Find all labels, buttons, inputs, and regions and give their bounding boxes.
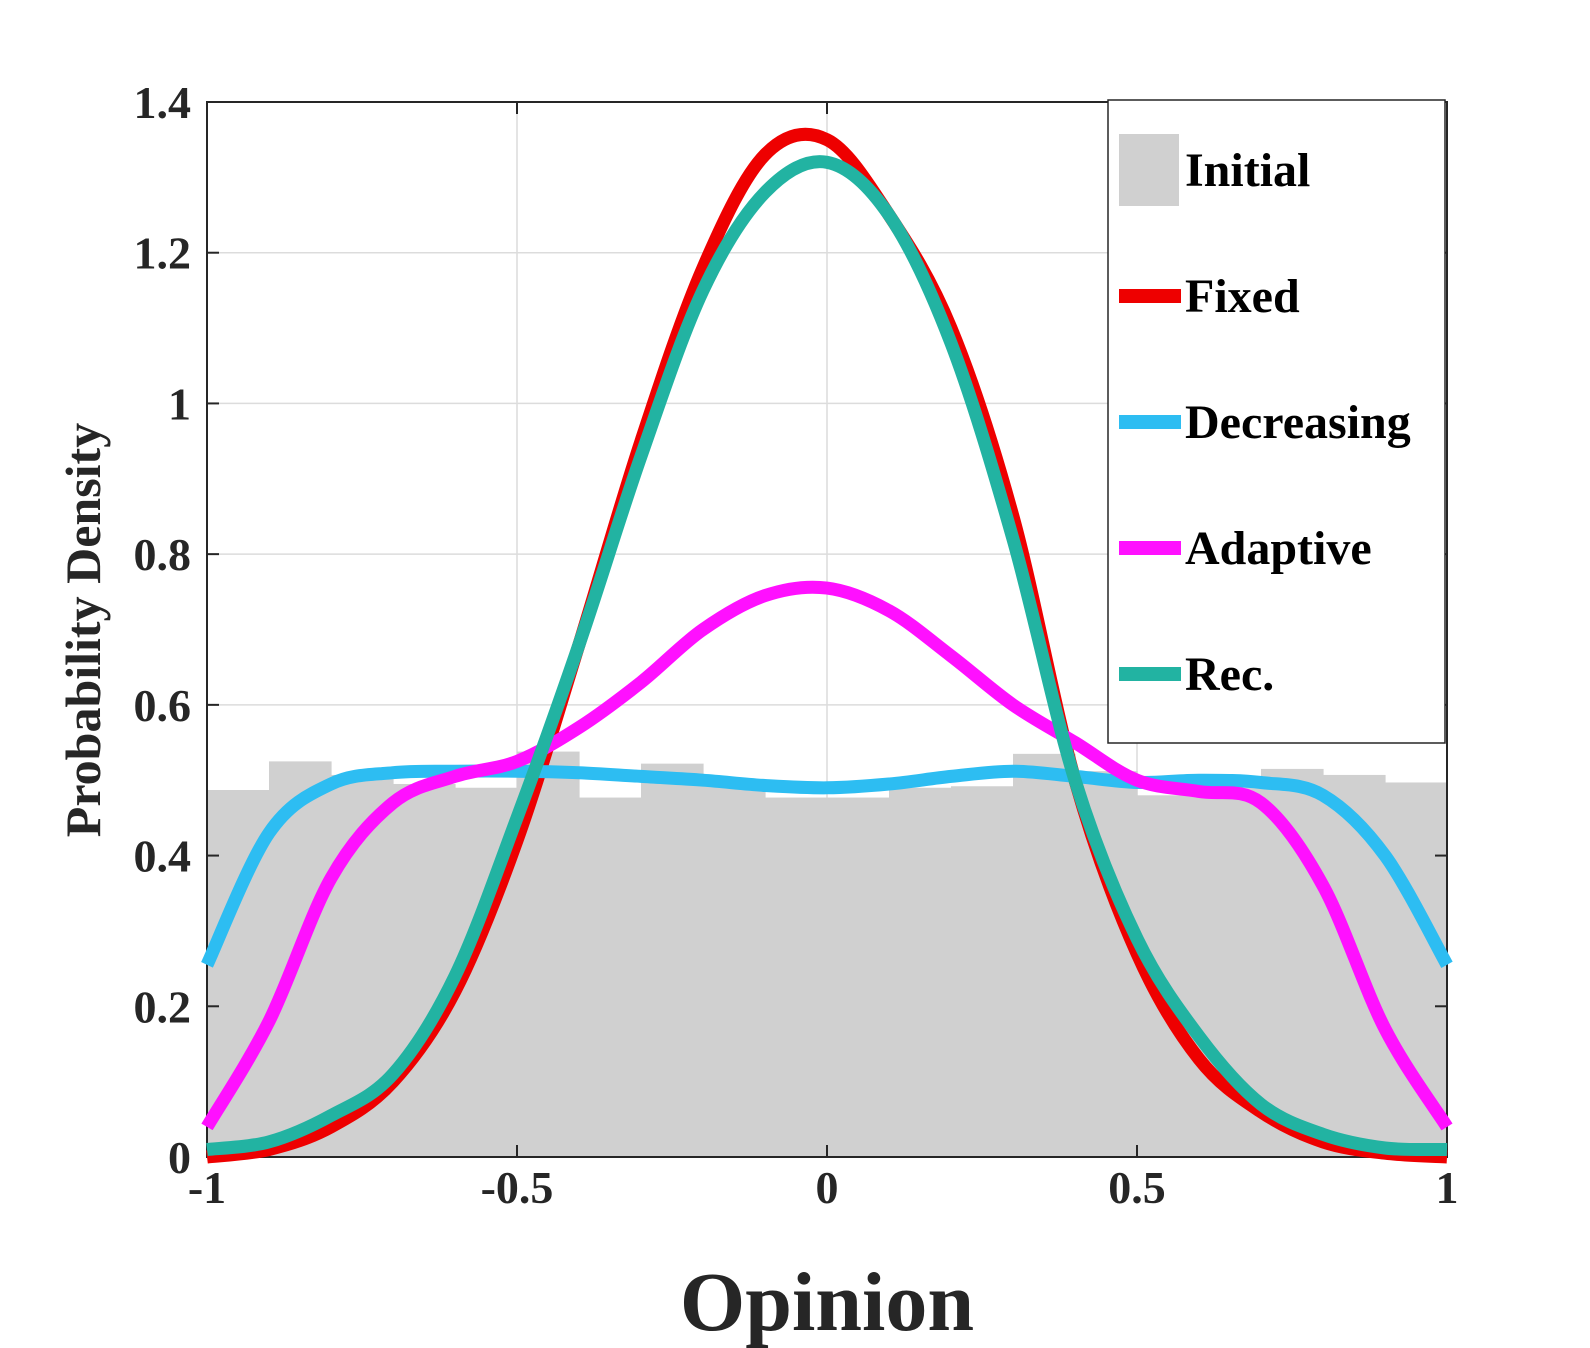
x-tick-label: -0.5: [481, 1162, 554, 1213]
series-line-adaptive: [201, 580, 1453, 1131]
y-tick-label: 0.2: [134, 981, 192, 1032]
x-tick-label: 0: [816, 1162, 839, 1213]
histogram-bar: [1013, 753, 1076, 1157]
histogram-bar: [641, 763, 704, 1157]
series-line-decreasing: [201, 764, 1453, 969]
legend-label-fixed: Fixed: [1185, 270, 1300, 323]
legend-swatch-initial: [1119, 134, 1179, 206]
y-tick-label: 0: [168, 1132, 191, 1183]
legend-label-adaptive: Adaptive: [1185, 522, 1372, 575]
x-axis-title: Opinion: [680, 1256, 974, 1348]
legend-label-initial: Initial: [1185, 144, 1310, 197]
histogram-bar: [827, 797, 890, 1157]
legend: Initial Fixed Decreasing Adaptive Rec.: [1107, 99, 1446, 744]
legend-label-rec: Rec.: [1185, 648, 1274, 701]
y-tick-label: 0.6: [134, 680, 192, 731]
y-tick-label: 0.4: [134, 831, 192, 882]
y-tick-label: 1.4: [134, 77, 192, 128]
x-tick-label: 1: [1436, 1162, 1459, 1213]
y-tick-label: 1.2: [134, 228, 192, 279]
histogram-bar: [703, 780, 766, 1157]
series-line-rec: [206, 155, 1448, 1157]
series-lines: [201, 127, 1453, 1164]
histogram-bar: [1385, 782, 1448, 1157]
histogram-bar: [951, 786, 1014, 1157]
y-tick-label: 0.8: [134, 529, 192, 580]
series-line-fixed: [206, 127, 1448, 1164]
histogram-bar: [889, 787, 952, 1157]
y-axis-title: Probability Density: [55, 423, 111, 837]
histogram-bar: [393, 783, 456, 1157]
histogram-initial: [207, 751, 1448, 1157]
x-tick-label: 0.5: [1108, 1162, 1166, 1213]
x-tick-label: -1: [188, 1162, 226, 1213]
legend-label-decreasing: Decreasing: [1185, 396, 1411, 449]
tick-labels: -1 -0.5 0 0.5 1 0 0.2 0.4 0.6 0.8 1 1.2 1.4: [134, 77, 1459, 1213]
y-tick-label: 1: [168, 378, 191, 429]
histogram-bar: [579, 797, 642, 1157]
histogram-bar: [765, 797, 828, 1157]
